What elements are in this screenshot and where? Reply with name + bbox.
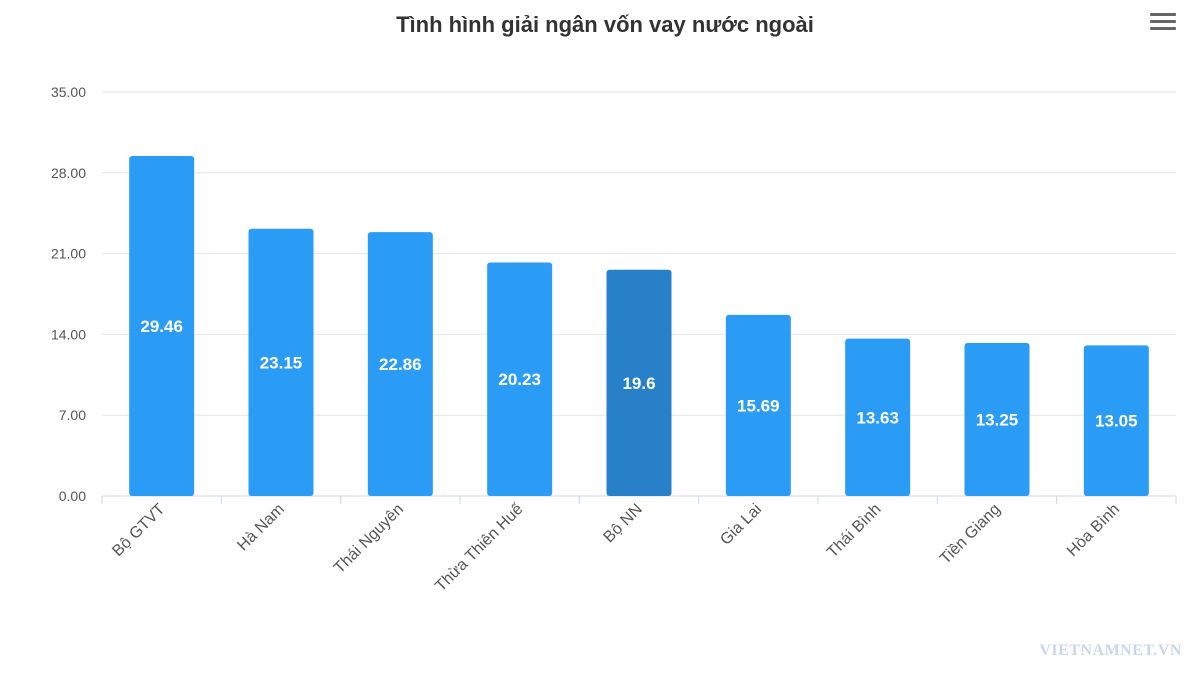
bar bbox=[1083, 345, 1149, 496]
y-tick-label: 35.00 bbox=[51, 84, 86, 100]
y-tick-label: 0.00 bbox=[59, 488, 86, 504]
bar bbox=[367, 232, 433, 496]
bar bbox=[964, 343, 1030, 496]
bar bbox=[606, 269, 672, 496]
hamburger-menu-icon[interactable] bbox=[1150, 10, 1176, 30]
chart-title: Tình hình giải ngân vốn vay nước ngoài bbox=[396, 12, 814, 37]
y-tick-label: 7.00 bbox=[59, 407, 86, 423]
data-label: 23.15 bbox=[260, 353, 303, 372]
data-label: 22.86 bbox=[379, 355, 422, 374]
y-tick-label: 28.00 bbox=[51, 165, 86, 181]
data-label: 13.25 bbox=[976, 411, 1019, 430]
bar bbox=[248, 228, 314, 497]
bar bbox=[487, 262, 553, 496]
data-label: 15.69 bbox=[737, 396, 780, 415]
data-label: 29.46 bbox=[140, 317, 183, 336]
x-tick-label: Thái Nguyên bbox=[331, 501, 407, 577]
y-tick-label: 21.00 bbox=[51, 246, 86, 262]
bar bbox=[129, 155, 195, 496]
x-tick-label: Hòa Bình bbox=[1064, 501, 1123, 560]
data-label: 19.6 bbox=[622, 374, 655, 393]
x-tick-label: Hà Nam bbox=[234, 501, 288, 555]
data-label: 13.05 bbox=[1095, 412, 1138, 431]
x-tick-label: Bộ NN bbox=[600, 501, 645, 546]
data-label: 13.63 bbox=[856, 408, 899, 427]
x-tick-label: Gia Lai bbox=[717, 501, 765, 549]
data-label: 20.23 bbox=[498, 370, 541, 389]
x-tick-label: Thái Bình bbox=[824, 501, 884, 561]
bar bbox=[845, 338, 911, 496]
x-tick-label: Thừa Thiên Huế bbox=[432, 501, 526, 595]
y-tick-label: 14.00 bbox=[51, 326, 86, 342]
watermark-text: VIETNAMNET.VN bbox=[1039, 642, 1182, 659]
x-tick-label: Tiền Giang bbox=[937, 501, 1004, 568]
x-tick-label: Bộ GTVT bbox=[109, 501, 168, 560]
bar bbox=[725, 314, 791, 496]
